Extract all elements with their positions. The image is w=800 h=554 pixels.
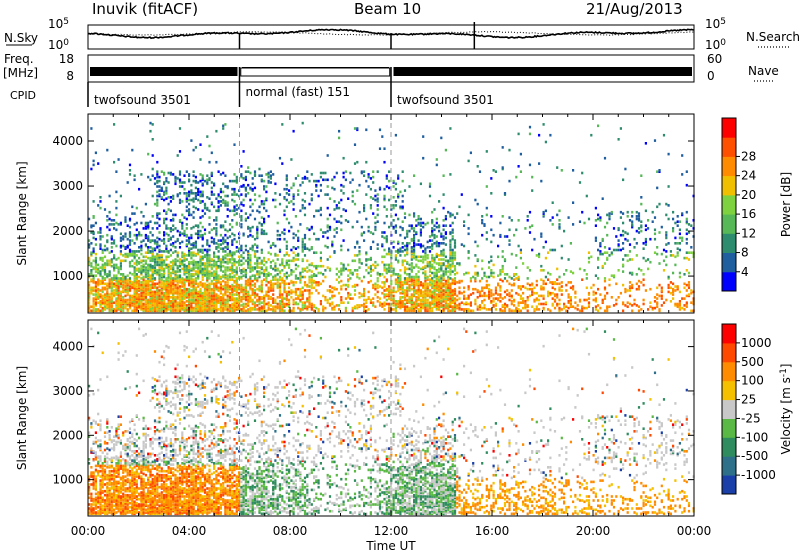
velocity-ytick-label-2: 3000	[52, 384, 83, 398]
power-colorbar-cell-4	[722, 194, 736, 215]
power-colorbar-label-3: 16	[741, 207, 756, 221]
power-colorbar-frame	[721, 117, 737, 292]
velocity-colorbar-cell-2	[722, 437, 736, 457]
noise-left-tick-top: 105	[48, 17, 69, 31]
power-scatter-cells	[88, 121, 695, 313]
power-colorbar-label-0: 4	[741, 265, 749, 279]
cpid-label: CPID	[10, 89, 36, 102]
velocity-xtick-label-6: 00:00	[677, 524, 712, 538]
freq-band-2	[393, 67, 692, 76]
velocity-colorbar-label-3: 25	[741, 393, 756, 407]
cpid-segment-2: twofsound 3501	[397, 93, 494, 107]
power-colorbar-cell-8	[722, 118, 736, 138]
velocity-ytick-label-1: 2000	[52, 428, 83, 442]
noise-right-tick-top: 105	[705, 17, 726, 31]
velocity-colorbar-cell-5	[722, 380, 736, 401]
cpid-segment-1: normal (fast) 151	[246, 85, 350, 99]
power-colorbar-cell-7	[722, 137, 736, 157]
power-colorbar-title: Power [dB]	[779, 172, 793, 237]
noise-left-tick-bottom: 100	[48, 38, 69, 52]
velocity-colorbar-cell-7	[722, 342, 736, 363]
velocity-colorbar-cell-4	[722, 399, 736, 419]
velocity-xtick-label-1: 04:00	[172, 524, 207, 538]
velocity-colorbar-cell-3	[722, 418, 736, 438]
noise-right-label: N.Search	[746, 30, 800, 44]
power-ytick-label-1: 2000	[52, 224, 83, 238]
velocity-ytick-label-3: 4000	[52, 340, 83, 354]
velocity-xtick-label-3: 12:00	[374, 524, 409, 538]
velocity-colorbar-label-4: -25	[741, 411, 761, 425]
power-colorbar-cell-0	[722, 271, 736, 292]
velocity-colorbar-label-6: -500	[741, 449, 768, 463]
nave-tick-top: 60	[707, 52, 722, 66]
power-colorbar-label-4: 20	[741, 188, 756, 202]
velocity-colorbar-cell-0	[722, 475, 736, 495]
velocity-xtick-label-2: 08:00	[273, 524, 308, 538]
velocity-colorbar-label-0: 1000	[741, 336, 772, 350]
freq-tick-top: 18	[59, 52, 74, 66]
noise-left-label: N.Sky	[4, 31, 38, 45]
date-title: 21/Aug/2013	[586, 0, 683, 18]
velocity-colorbar-label-1: 500	[741, 355, 764, 369]
power-colorbar-label-2: 12	[741, 226, 756, 240]
velocity-colorbar-label-7: -1000	[741, 468, 776, 482]
freq-tick-bottom: 8	[66, 69, 74, 83]
power-colorbar-cell-6	[722, 156, 736, 177]
power-ytick-label-0: 1000	[52, 269, 83, 283]
velocity-colorbar-cell-6	[722, 361, 736, 382]
power-ylabel: Slant Range [km]	[15, 161, 29, 265]
velocity-colorbar-label-2: 100	[741, 374, 764, 388]
power-colorbar-label-1: 8	[741, 246, 749, 260]
velocity-colorbar-cell-8	[722, 324, 736, 344]
freq-normal-segment	[240, 67, 391, 77]
velocity-ytick-label-0: 1000	[52, 473, 83, 487]
velocity-colorbar-title: Velocity [m s-1]	[779, 364, 793, 455]
freq-label-bottom: [MHz]	[3, 66, 38, 80]
nave-tick-bottom: 0	[707, 69, 715, 83]
power-colorbar-label-5: 24	[741, 169, 756, 183]
velocity-colorbar-label-5: -100	[741, 430, 768, 444]
power-ytick-label-2: 3000	[52, 179, 83, 193]
freq-band-0	[90, 67, 238, 76]
power-colorbar-cell-3	[722, 214, 736, 234]
velocity-xlabel: Time UT	[365, 539, 416, 553]
beam-title: Beam 10	[354, 0, 422, 18]
velocity-xtick-label-5: 20:00	[576, 524, 611, 538]
freq-label-top: Freq.	[4, 52, 34, 66]
velocity-colorbar-frame	[721, 323, 737, 495]
velocity-colorbar-cell-1	[722, 456, 736, 476]
power-colorbar-label-6: 28	[741, 149, 756, 163]
velocity-xtick-label-0: 00:00	[71, 524, 106, 538]
velocity-ylabel: Slant Range [km]	[15, 366, 29, 470]
power-ytick-label-3: 4000	[52, 134, 83, 148]
velocity-xtick-label-4: 16:00	[475, 524, 510, 538]
noise-right-tick-bottom: 100	[705, 38, 726, 52]
nave-label: Nave	[748, 64, 779, 78]
power-colorbar-cell-1	[722, 252, 736, 273]
power-colorbar-cell-2	[722, 233, 736, 253]
cpid-segment-0: twofsound 3501	[94, 93, 191, 107]
velocity-scatter-cells	[88, 327, 695, 516]
station-title: Inuvik (fitACF)	[92, 0, 199, 18]
power-colorbar-cell-5	[722, 175, 736, 196]
